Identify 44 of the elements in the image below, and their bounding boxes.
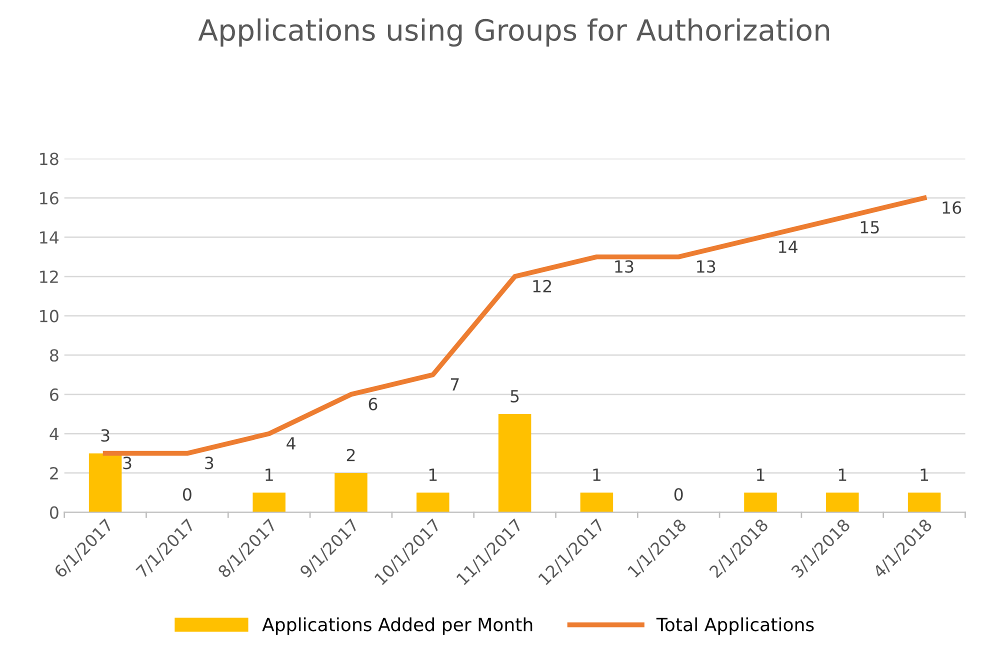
chart-title: Applications using Groups for Authorization (198, 18, 830, 47)
bar (744, 492, 777, 512)
data-label: 12 (533, 280, 552, 292)
data-label: 6 (368, 398, 378, 410)
data-label: 13 (615, 260, 634, 273)
y-tick-label: 14 (40, 231, 59, 244)
y-tick-label: 10 (40, 310, 58, 322)
y-tick-label: 6 (50, 388, 58, 401)
data-label: 7 (450, 378, 459, 390)
data-label: 3 (205, 456, 214, 470)
data-label: 1 (429, 468, 437, 481)
y-tick-label: 4 (50, 428, 59, 440)
data-label: 3 (123, 456, 132, 470)
data-label: 13 (697, 260, 716, 273)
bar (908, 492, 941, 512)
bar (826, 492, 859, 512)
bar (416, 492, 450, 512)
data-label: 0 (674, 488, 683, 501)
data-label: 1 (920, 468, 928, 481)
y-tick-label: 0 (50, 506, 58, 519)
data-label: 5 (510, 390, 519, 402)
data-label: 3 (101, 429, 110, 442)
data-label: 1 (757, 468, 764, 481)
data-label: 2 (346, 448, 355, 462)
data-label: 14 (778, 240, 798, 253)
data-label: 16 (942, 201, 962, 214)
y-tick-label: 18 (40, 152, 58, 166)
y-tick-label: 16 (40, 192, 58, 204)
data-label: 15 (860, 221, 879, 234)
bar (580, 492, 614, 512)
data-label: 1 (266, 468, 273, 481)
y-tick-label: 12 (40, 270, 58, 283)
bar (88, 453, 122, 512)
legend-label: Total Applications (656, 617, 814, 635)
y-tick-label: 2 (50, 466, 58, 480)
data-label: 1 (593, 468, 600, 481)
legend-label: Applications Added per Month (262, 617, 532, 635)
data-label: 0 (182, 488, 192, 501)
data-label: 4 (286, 437, 296, 450)
bar (498, 414, 532, 512)
bar (334, 472, 368, 512)
y-tick-label: 8 (50, 349, 58, 362)
data-label: 1 (838, 468, 846, 481)
bar (252, 492, 286, 512)
